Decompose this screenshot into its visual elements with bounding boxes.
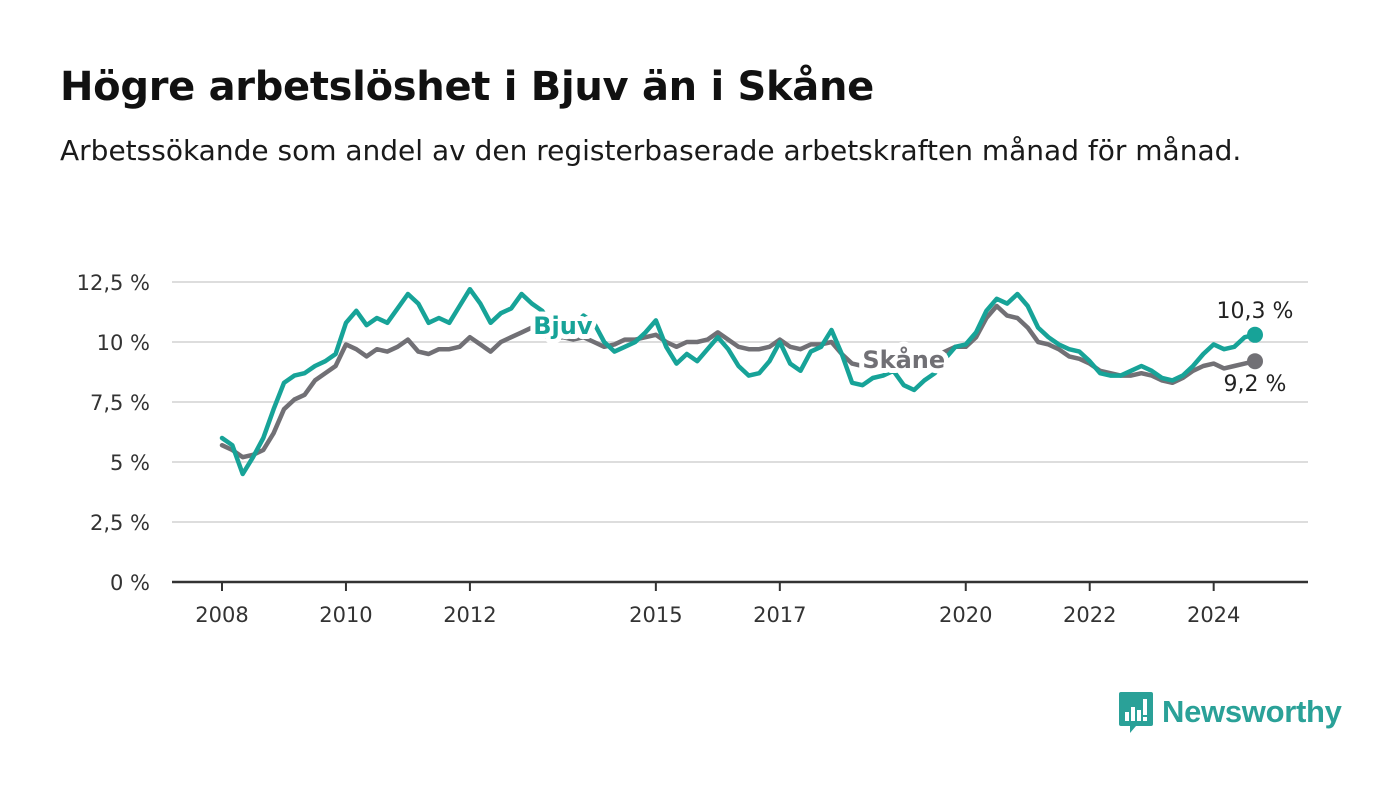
chart-gridlines [172, 281, 1308, 584]
y-tick-label: 7,5 % [90, 391, 150, 415]
x-tick-label: 2012 [443, 603, 496, 627]
x-tick-label: 2024 [1187, 603, 1240, 627]
chart-title: Högre arbetslöshet i Bjuv än i Skåne [60, 64, 874, 110]
y-tick-label: 5 % [110, 451, 150, 475]
y-tick-label: 0 % [110, 571, 150, 595]
series-label-bjuv: Bjuv [533, 312, 593, 340]
x-tick-label: 2017 [753, 603, 806, 627]
x-tick-label: 2020 [939, 603, 992, 627]
x-tick-label: 2022 [1063, 603, 1116, 627]
y-tick-label: 2,5 % [90, 511, 150, 535]
end-point-skane [1247, 353, 1263, 370]
end-point-bjuv [1247, 326, 1263, 343]
y-tick-label: 12,5 % [77, 271, 150, 295]
x-tick-label: 2010 [319, 603, 372, 627]
bar-chart-logo-icon [1119, 692, 1153, 733]
series-line-skane [219, 303, 1258, 460]
series-label-skane: Skåne [862, 345, 945, 374]
series-label-halo: Skåne [862, 345, 945, 374]
end-value-label-skane: 9,2 % [1224, 372, 1287, 397]
series-line-bjuv [219, 286, 1258, 477]
brand-name: Newsworthy [1162, 694, 1342, 729]
x-tick-label: 2015 [629, 603, 682, 627]
x-tick-label: 2008 [195, 603, 248, 627]
y-axis: 0 % 2,5 % 5 % 7,5 % 10 % 12,5 % [77, 271, 150, 595]
y-tick-label: 10 % [97, 331, 150, 355]
end-value-label-bjuv: 10,3 % [1217, 299, 1294, 324]
chart-series [219, 286, 1258, 477]
x-axis: 2008 2010 2012 2015 2017 2020 2022 2024 [195, 582, 1240, 627]
chart-subtitle: Arbetssökande som andel av den registerb… [60, 134, 1242, 167]
series-label-halo: Bjuv [533, 312, 593, 340]
newsworthy-logo[interactable]: Newsworthy [1118, 690, 1342, 734]
